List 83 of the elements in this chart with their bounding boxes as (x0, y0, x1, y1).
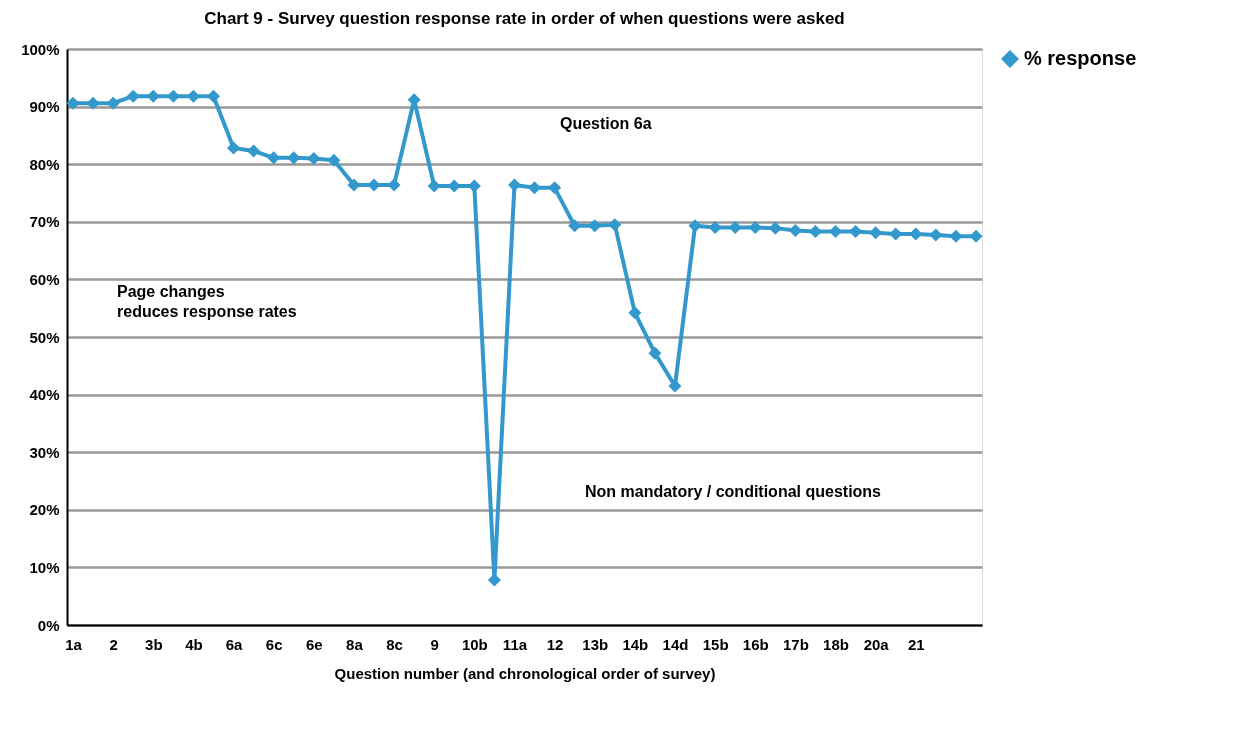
point (748, 221, 762, 235)
x-tick-label: 6c (265, 635, 283, 653)
point (889, 227, 903, 241)
point (628, 306, 642, 320)
point (227, 141, 241, 155)
point (869, 226, 883, 240)
point (728, 221, 742, 235)
point (287, 151, 301, 165)
point (186, 89, 200, 103)
legend-label: % response (1024, 47, 1137, 69)
x-tick-label: 14b (622, 635, 649, 653)
point (909, 227, 923, 241)
point (808, 225, 822, 239)
point (206, 89, 220, 103)
point (528, 181, 542, 195)
y-tick-label: 90% (29, 98, 60, 116)
point (849, 225, 863, 239)
y-tick-label: 10% (29, 558, 60, 576)
annotation: Page changes reduces response rates (117, 283, 297, 320)
point (688, 219, 702, 233)
point (66, 96, 80, 110)
point (969, 229, 983, 243)
point (427, 179, 441, 193)
point (347, 178, 361, 192)
point (608, 218, 622, 232)
y-tick-label: 60% (29, 270, 60, 288)
x-tick-label: 14d (662, 635, 689, 653)
point (829, 225, 843, 239)
y-tick-label: 50% (29, 328, 60, 346)
x-tick-label: 1a (65, 635, 83, 653)
point (146, 89, 160, 103)
x-tick-label: 21 (907, 635, 925, 653)
y-tick-label: 30% (29, 443, 60, 461)
point (788, 223, 802, 237)
x-tick-label: 9 (430, 635, 439, 653)
point (126, 89, 140, 103)
point (387, 178, 401, 192)
point (668, 379, 682, 393)
point (708, 221, 722, 235)
x-tick-label: 10b (461, 635, 488, 653)
x-tick-label: 13b (582, 635, 609, 653)
x-tick-label: 6e (305, 635, 323, 653)
point (949, 229, 963, 243)
x-tick-label: 4b (185, 635, 203, 653)
point (487, 573, 501, 587)
point (568, 219, 582, 233)
chart-title: Chart 9 - Survey question response rate in order of when questions were asked (204, 9, 845, 28)
y-tick-label: 40% (29, 386, 60, 404)
x-tick-label: 2 (109, 635, 118, 653)
x-tick-label: 11a (502, 635, 528, 653)
point (648, 346, 662, 360)
point (768, 221, 782, 235)
x-tick-label: 16b (742, 635, 769, 653)
x-axis-title: Question number (and chronological order of survey) (334, 664, 716, 682)
point (929, 228, 943, 242)
x-tick-label: 8c (386, 635, 403, 653)
x-tick-label: 12 (546, 635, 564, 653)
point (267, 151, 281, 165)
x-tick-label: 15b (702, 635, 729, 653)
x-tick-label: 3b (145, 635, 163, 653)
y-tick-label: 20% (29, 501, 60, 519)
annotation: Question 6a (560, 115, 652, 132)
annotation: Non mandatory / conditional questions (585, 483, 882, 500)
point (166, 89, 180, 103)
y-tick-label: 80% (29, 155, 60, 173)
point (507, 178, 521, 192)
point (548, 181, 562, 195)
x-tick-label: 18b (823, 635, 849, 653)
x-tick-label: 6a (225, 635, 244, 653)
point (247, 144, 261, 158)
x-tick-label: 8a (346, 635, 364, 653)
point (106, 96, 120, 110)
point (327, 153, 341, 167)
y-tick-label: 0% (37, 616, 60, 634)
point (447, 179, 461, 193)
y-tick-label: 100% (21, 40, 60, 58)
point (588, 219, 602, 233)
y-tick-label: 70% (29, 213, 60, 231)
x-tick-label: 20a (863, 635, 890, 653)
point (86, 96, 100, 110)
point (367, 178, 381, 192)
x-tick-label: 17b (782, 635, 809, 653)
point (307, 151, 321, 165)
